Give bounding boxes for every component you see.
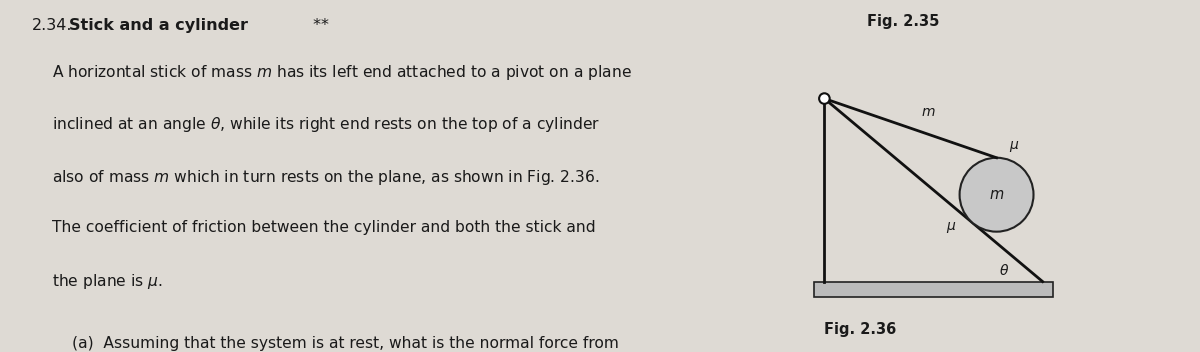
Text: $\theta$: $\theta$ — [998, 263, 1009, 278]
Text: Fig. 2.35: Fig. 2.35 — [866, 14, 940, 29]
Text: $\mu$: $\mu$ — [1009, 139, 1019, 154]
Text: $m$: $m$ — [989, 187, 1004, 202]
Text: 2.34.: 2.34. — [32, 18, 73, 33]
Text: **: ** — [307, 18, 329, 33]
Text: Stick and a cylinder: Stick and a cylinder — [70, 18, 248, 33]
Text: also of mass $m$ which in turn rests on the plane, as shown in Fig. 2.36.: also of mass $m$ which in turn rests on … — [53, 168, 600, 187]
Circle shape — [820, 93, 829, 104]
Circle shape — [960, 158, 1033, 232]
Bar — [814, 282, 1054, 297]
Text: Fig. 2.36: Fig. 2.36 — [824, 322, 896, 337]
Text: A horizontal stick of mass $m$ has its left end attached to a pivot on a plane: A horizontal stick of mass $m$ has its l… — [53, 63, 632, 82]
Text: The coefficient of friction between the cylinder and both the stick and: The coefficient of friction between the … — [53, 220, 596, 235]
Text: inclined at an angle $\theta$, while its right end rests on the top of a cylinde: inclined at an angle $\theta$, while its… — [53, 115, 600, 134]
Text: $\mu$: $\mu$ — [947, 220, 956, 234]
Text: $m$: $m$ — [920, 105, 935, 119]
Text: the plane is $\mu$.: the plane is $\mu$. — [53, 272, 163, 291]
Text: (a)  Assuming that the system is at rest, what is the normal force from: (a) Assuming that the system is at rest,… — [72, 336, 619, 351]
